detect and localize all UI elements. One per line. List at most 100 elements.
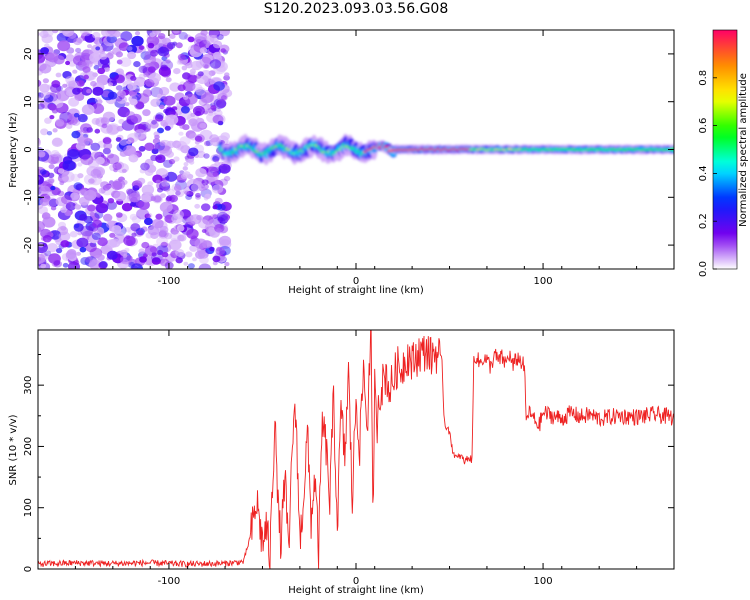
heatmap-noise-blob	[142, 109, 151, 117]
heatmap-noise-blob	[107, 198, 115, 204]
heatmap-noise-blob	[192, 105, 205, 116]
heatmap-noise-blob	[177, 234, 187, 242]
heatmap-noise-blob	[216, 99, 227, 108]
heatmap-noise-blob	[136, 208, 150, 220]
heatmap-noise-blob	[129, 98, 138, 106]
heatmap-noise-blob	[206, 112, 219, 123]
heatmap-noise-blob	[222, 89, 233, 98]
heatmap-noise-blob	[107, 51, 114, 57]
heatmap-noise-blob	[73, 112, 80, 118]
heatmap-noise-blob	[217, 120, 224, 126]
heatmap-noise-blob	[112, 179, 126, 190]
heatmap-noise-blob	[201, 229, 207, 233]
heatmap-noise-blob	[195, 168, 207, 178]
heatmap-noise-blob	[144, 213, 151, 219]
heatmap-noise-blob	[175, 190, 181, 196]
heatmap-noise-blob	[106, 124, 119, 136]
heatmap-noise-blob	[50, 154, 63, 164]
heatmap-noise-blob	[125, 111, 136, 120]
heatmap-noise-blob	[166, 188, 175, 196]
heatmap-noise-blob	[65, 250, 77, 260]
spectrogram-y-axis-label: Frequency (Hz)	[8, 112, 19, 188]
snr-x-tick-label: 0	[353, 576, 359, 587]
heatmap-noise-blob	[137, 266, 144, 269]
heatmap-noise-blob	[181, 65, 188, 71]
heatmap-noise-blob	[183, 162, 189, 167]
heatmap-noise-blob	[154, 114, 164, 122]
heatmap-noise-blob	[209, 134, 220, 143]
heatmap-noise-blob	[133, 182, 142, 189]
spectrogram-y-tick-label: -20	[23, 237, 34, 253]
heatmap-noise-blob	[165, 150, 174, 158]
heatmap-noise-blob	[65, 54, 75, 62]
heatmap-noise-blob	[163, 108, 169, 114]
heatmap-noise-blob	[195, 192, 201, 198]
heatmap-noise-blob	[150, 49, 159, 57]
heatmap-noise-blob	[106, 123, 120, 135]
heatmap-noise-blob	[53, 259, 61, 266]
heatmap-noise-blob	[116, 85, 123, 91]
heatmap-noise-blob	[92, 86, 104, 96]
spectrogram-y-tick-label: 0	[23, 146, 34, 152]
heatmap-noise-blob	[141, 194, 152, 203]
snr-y-tick-label: 0	[23, 566, 34, 572]
heatmap-noise-blob	[87, 204, 96, 212]
heatmap-noise-blob	[53, 260, 62, 268]
heatmap-noise-blob	[218, 163, 231, 174]
heatmap-noise-blob	[134, 31, 141, 36]
heatmap-noise-blob	[216, 108, 221, 112]
heatmap-noise-blob	[215, 247, 226, 256]
heatmap-noise-blob	[94, 97, 102, 103]
heatmap-noise-blob	[38, 174, 44, 185]
heatmap-noise-blob	[214, 161, 220, 167]
colorbar-tick-label: 0.8	[698, 70, 709, 86]
heatmap-noise-blob	[164, 125, 171, 131]
heatmap-noise-blob	[53, 154, 64, 163]
heatmap-noise-blob	[106, 201, 117, 210]
heatmap-noise-blob	[60, 207, 67, 213]
heatmap-noise-blob	[171, 213, 184, 224]
heatmap-noise-blob	[157, 127, 164, 134]
snr-series-line	[38, 330, 674, 569]
heatmap-noise-blob	[187, 44, 200, 55]
heatmap-noise-blob	[68, 32, 77, 39]
snr-y-tick-label: 200	[23, 437, 34, 456]
heatmap-noise-blob	[39, 185, 51, 195]
heatmap-noise-blob	[195, 73, 202, 79]
heatmap-noise-blob	[155, 154, 166, 163]
heatmap-noise-blob	[101, 123, 108, 129]
heatmap-noise-blob	[115, 51, 123, 58]
heatmap-noise-blob	[183, 95, 189, 100]
heatmap-noise-blob	[149, 246, 157, 253]
heatmap-noise-blob	[106, 250, 118, 260]
heatmap-noise-blob	[173, 68, 181, 75]
figure-title: S120.2023.093.03.56.G08	[263, 1, 449, 17]
heatmap-noise-blob	[128, 154, 139, 163]
heatmap-noise-blob	[187, 36, 195, 43]
heatmap-noise-blob	[95, 156, 105, 165]
heatmap-noise-blob	[92, 31, 101, 39]
heatmap-noise-blob	[48, 164, 55, 170]
heatmap-noise-blob	[147, 66, 156, 73]
heatmap-noise-blob	[98, 52, 108, 60]
spectrogram-x-tick-label: -100	[158, 276, 181, 287]
heatmap-noise-blob	[138, 248, 145, 254]
heatmap-noise-blob	[138, 200, 150, 210]
heatmap-noise-blob	[103, 213, 113, 222]
spectrogram-x-tick-label: 100	[534, 276, 553, 287]
heatmap-noise-blob	[175, 140, 188, 151]
heatmap-noise-blob	[117, 106, 130, 118]
heatmap-noise-blob	[169, 82, 181, 92]
heatmap-noise-blob	[152, 174, 163, 184]
heatmap-noise-blob	[132, 185, 140, 191]
heatmap-noise-blob	[156, 93, 162, 99]
heatmap-noise-blob	[212, 51, 222, 60]
heatmap-noise-blob	[160, 241, 168, 248]
heatmap-noise-blob	[40, 128, 49, 136]
heatmap-noise-blob	[123, 235, 136, 246]
heatmap-noise-blob	[115, 96, 123, 102]
heatmap-noise-blob	[80, 30, 92, 37]
heatmap-noise-blob	[151, 119, 158, 125]
heatmap-noise-blob	[65, 123, 73, 129]
heatmap-noise-blob	[159, 141, 166, 147]
